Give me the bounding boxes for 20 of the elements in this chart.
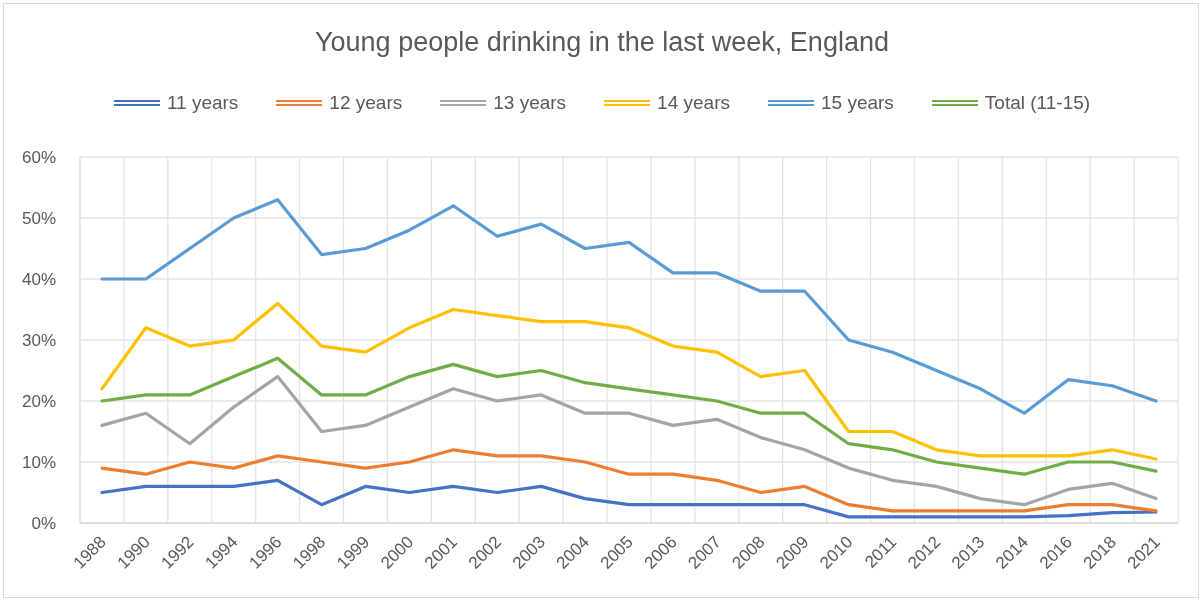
legend-label: 13 years bbox=[493, 92, 567, 114]
line-series bbox=[100, 356, 1158, 476]
y-tick-label: 30% bbox=[21, 331, 56, 351]
y-tick-label: 60% bbox=[21, 148, 56, 168]
line-series bbox=[100, 301, 1158, 461]
line-series bbox=[100, 198, 1158, 415]
legend-label: 15 years bbox=[820, 92, 894, 114]
y-tick-label: 20% bbox=[21, 392, 56, 412]
legend-label: 11 years bbox=[166, 92, 239, 114]
line-series bbox=[100, 478, 1158, 519]
y-tick-label: 50% bbox=[21, 209, 56, 229]
legend-label: 14 years bbox=[657, 92, 730, 114]
y-tick-label: 40% bbox=[21, 270, 56, 290]
line-series bbox=[100, 448, 1158, 513]
legend-label: 12 years bbox=[329, 92, 403, 114]
legend-label: Total (11-15) bbox=[984, 92, 1091, 114]
chart-title: Young people drinking in the last week, England bbox=[314, 27, 890, 58]
line-series bbox=[100, 375, 1158, 507]
y-tick-label: 0% bbox=[31, 514, 56, 534]
y-tick-label: 10% bbox=[21, 453, 56, 473]
